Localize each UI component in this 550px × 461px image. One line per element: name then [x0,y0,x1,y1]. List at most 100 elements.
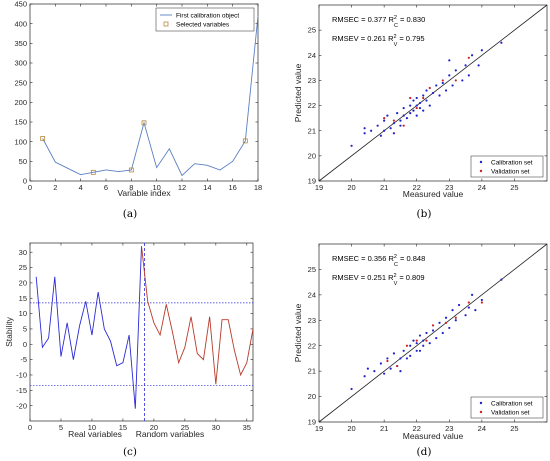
annot-tail: = 0.830 [398,15,425,24]
data-point [415,114,418,117]
data-point [402,349,405,352]
x-tick-label: 25 [510,424,518,433]
annot-main: RMSEV = 0.251 R [332,273,394,282]
data-point [467,306,470,309]
data-point [422,94,425,97]
selected-marker [128,167,134,173]
data-point [412,109,415,112]
data-point [363,127,366,130]
data-point [379,134,382,137]
data-point [392,119,396,122]
y-tick-label: 23 [308,316,316,325]
data-point [363,375,366,378]
selected-marker [90,169,96,175]
data-point [405,357,409,360]
group-label-random: Random variables [136,429,205,439]
x-tick-label: 19 [315,424,323,433]
x-tick-label: 35 [243,423,251,432]
data-point [422,339,425,342]
y-tick-label: -10 [16,371,27,380]
x-tick-label: 24 [478,424,486,433]
selected-marker [40,136,46,141]
data-point [441,79,444,82]
y-tick-label: 25 [308,265,316,274]
y-axis-label: Predicted value [293,303,303,362]
y-tick-label: 19 [308,418,316,427]
data-point [480,49,483,52]
x-tick-label: 0 [28,183,32,192]
data-point [464,64,467,67]
panel-label: (c) [123,446,137,458]
x-tick-label: 10 [152,183,160,192]
legend-swatch [479,169,483,173]
annot-main: RMSEC = 0.356 R [332,254,394,263]
legend-label: Validation set [491,410,530,417]
data-point [477,64,480,67]
data-point [470,293,474,296]
x-tick-label: 5 [59,423,63,432]
annot-sub: C [394,262,398,268]
legend-marker-swatch [163,21,169,27]
data-point [392,132,396,135]
data-point [350,144,353,147]
group-label-real: Real variables [68,429,122,439]
data-point [448,59,451,62]
y-tick-label: 5 [23,325,27,334]
x-axis-label: Measured value [403,431,464,441]
data-point [409,104,412,107]
identity-line [318,243,548,423]
y-tick-label: 20 [308,151,316,160]
data-point [448,74,451,77]
x-tick-label: 25 [510,183,518,192]
y-tick-label: 19 [308,177,316,186]
data-point [415,96,418,100]
y-tick-label: 25 [308,26,316,35]
data-point [415,349,418,352]
data-point [350,387,353,391]
x-tick-label: 16 [228,183,236,192]
metric-annotation: RMSEV = 0.261 R2 V = 0.795 [332,34,425,48]
annot-sup: 2 [394,254,397,260]
data-point [444,321,448,324]
metric-annotation: RMSEC = 0.377 R2 C = 0.830 [332,15,425,29]
data-point [454,69,457,72]
data-point [409,344,412,347]
stability-line [35,246,142,409]
data-point [500,278,503,281]
y-tick-label: 10 [19,309,27,318]
data-point [441,331,444,335]
data-point [399,370,402,373]
y-tick-label: 400 [14,19,27,28]
y-tick-label: 21 [308,367,316,376]
data-point [409,112,412,115]
legend-label: Calibration set [491,401,533,408]
legend-box [470,396,544,419]
data-point [383,129,386,132]
x-axis-label: Measured value [403,189,464,199]
data-point [444,316,448,319]
data-point [383,372,386,375]
data-point [431,329,435,332]
data-point [376,124,379,127]
y-tick-label: 100 [14,137,27,146]
data-point [454,316,457,319]
data-point [451,84,454,87]
data-point [386,114,389,117]
data-point [399,124,402,127]
y-tick-label: 15 [19,294,27,303]
y-tick-label: 30 [19,248,27,257]
data-point [415,106,418,110]
plot-area [29,242,254,422]
data-point [428,104,431,107]
data-point [467,74,470,77]
data-point [392,352,396,355]
y-axis-label: Predicted value [293,63,303,122]
legend-label-marker: Selected variables [176,22,230,29]
data-point [457,303,461,307]
data-point [383,117,386,120]
y-tick-label: 24 [308,51,316,60]
metric-annotation: RMSEV = 0.251 R2 V = 0.809 [332,273,425,287]
annot-sub: C [394,23,398,29]
legend: Calibration set Validation set [470,155,544,178]
